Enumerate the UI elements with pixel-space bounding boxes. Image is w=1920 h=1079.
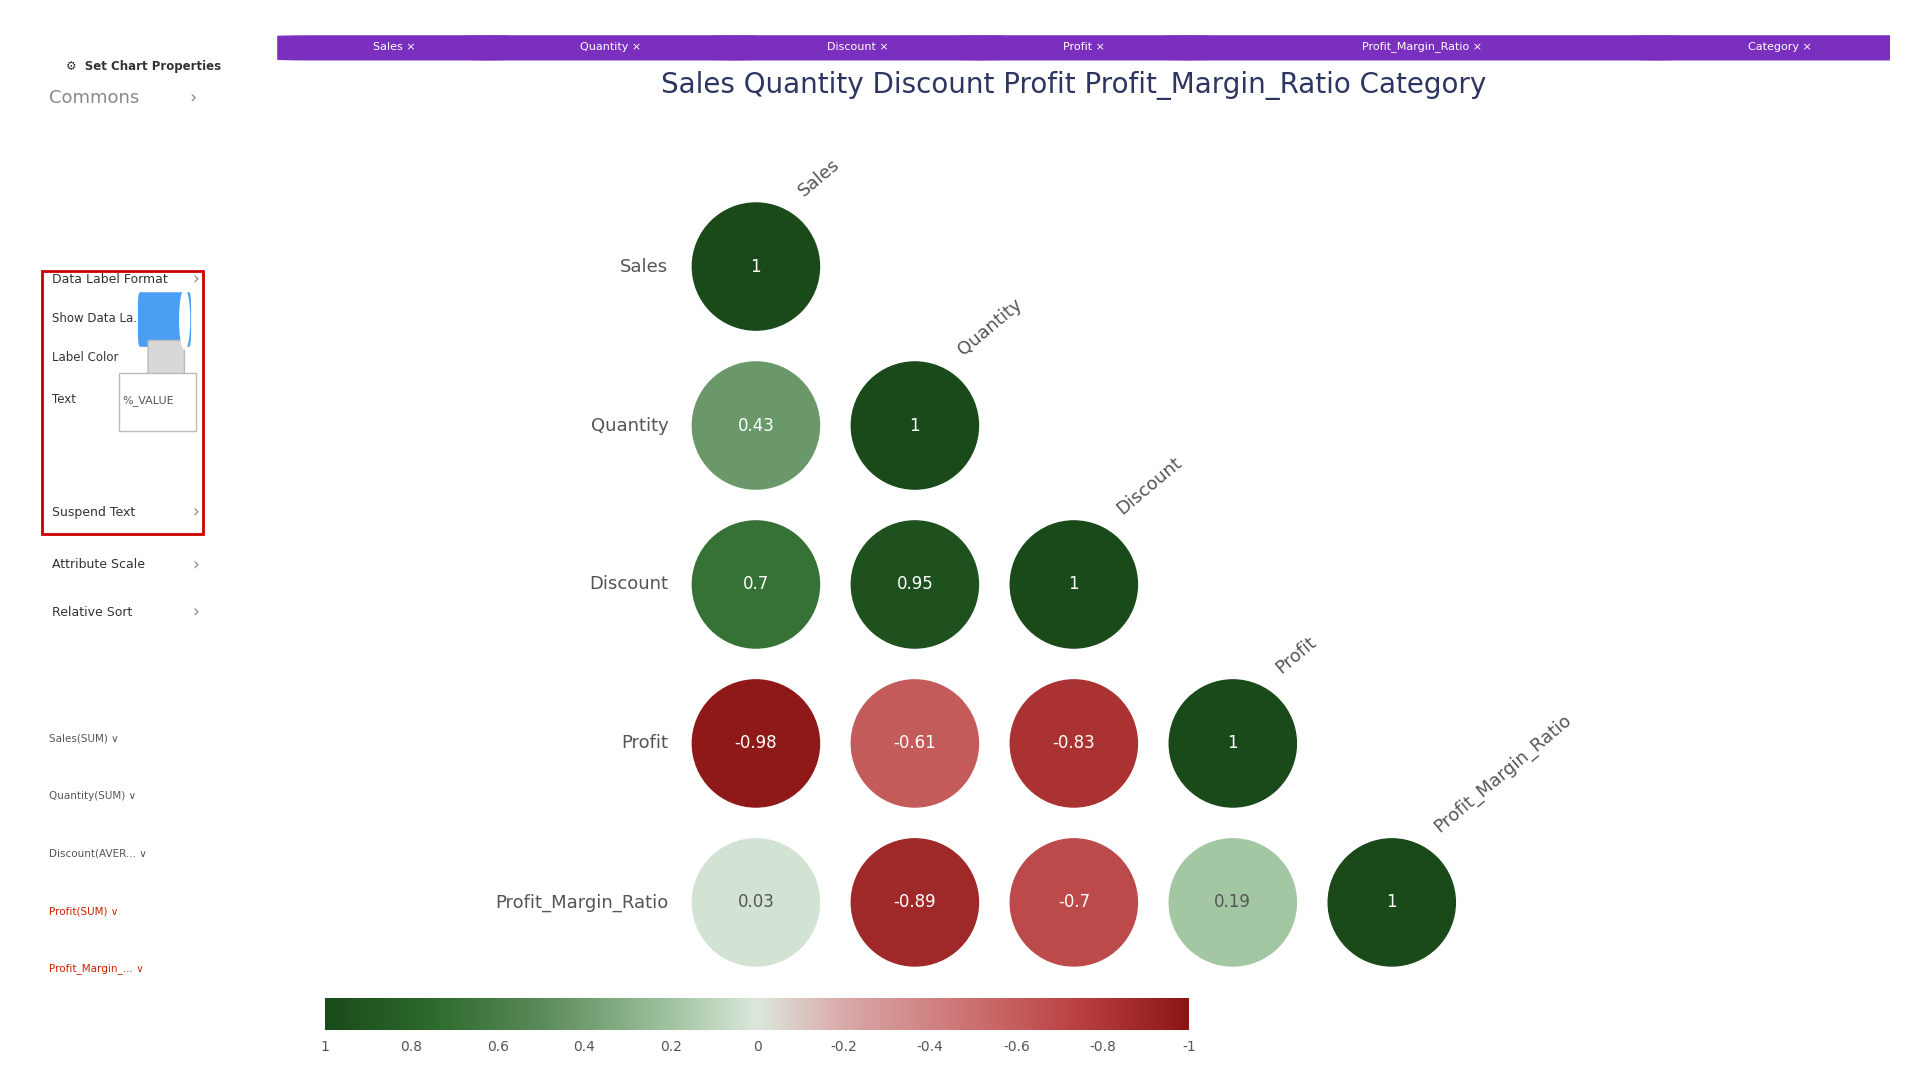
Text: -0.7: -0.7 xyxy=(1058,893,1091,912)
Circle shape xyxy=(851,680,979,807)
Text: Data Label Format: Data Label Format xyxy=(52,273,169,286)
FancyBboxPatch shape xyxy=(710,36,1004,60)
FancyBboxPatch shape xyxy=(276,36,511,60)
Circle shape xyxy=(180,290,190,349)
FancyBboxPatch shape xyxy=(463,36,758,60)
FancyBboxPatch shape xyxy=(148,341,184,377)
Text: %_VALUE: %_VALUE xyxy=(123,395,175,406)
Text: -0.98: -0.98 xyxy=(735,735,778,752)
FancyBboxPatch shape xyxy=(119,373,196,431)
Text: ›: › xyxy=(192,603,200,622)
Text: FOCUS: FOCUS xyxy=(35,6,109,24)
Text: Relative Sort: Relative Sort xyxy=(52,605,132,618)
Text: DataFocus ▾: DataFocus ▾ xyxy=(1830,8,1914,22)
Circle shape xyxy=(1169,680,1296,807)
Text: Suspend Text: Suspend Text xyxy=(52,506,136,519)
Text: 1: 1 xyxy=(1386,893,1398,912)
Text: ›: › xyxy=(192,271,200,289)
Text: 0.7: 0.7 xyxy=(743,575,770,593)
Text: 1: 1 xyxy=(1227,735,1238,752)
Text: Profit_Margin_Ratio ×: Profit_Margin_Ratio × xyxy=(1361,41,1482,52)
Text: ⚙  Set Chart Properties: ⚙ Set Chart Properties xyxy=(67,60,221,73)
Text: Discount ×: Discount × xyxy=(828,42,889,52)
FancyBboxPatch shape xyxy=(42,271,204,533)
Circle shape xyxy=(693,203,820,330)
Circle shape xyxy=(851,361,979,489)
Text: Discount: Discount xyxy=(589,575,668,593)
Circle shape xyxy=(1010,838,1137,966)
FancyBboxPatch shape xyxy=(958,36,1212,60)
Text: Quantity: Quantity xyxy=(591,416,668,435)
Text: 0.03: 0.03 xyxy=(737,893,774,912)
Circle shape xyxy=(693,838,820,966)
Text: -0.61: -0.61 xyxy=(893,735,937,752)
Text: Profit: Profit xyxy=(622,735,668,752)
Text: Quantity: Quantity xyxy=(954,295,1025,358)
Text: Category ×: Category × xyxy=(1747,42,1812,52)
Text: 0.95: 0.95 xyxy=(897,575,933,593)
Text: Sales ×: Sales × xyxy=(372,42,415,52)
FancyBboxPatch shape xyxy=(138,292,192,346)
Text: -0.83: -0.83 xyxy=(1052,735,1094,752)
Text: ›: › xyxy=(192,556,200,574)
Text: Commons: Commons xyxy=(50,90,140,107)
Text: Discount: Discount xyxy=(1114,453,1185,518)
Text: 1: 1 xyxy=(1069,575,1079,593)
Text: 0.19: 0.19 xyxy=(1213,893,1252,912)
Text: Profit_Margin_Ratio: Profit_Margin_Ratio xyxy=(495,893,668,912)
Text: Text: Text xyxy=(52,393,77,406)
Text: Help: Help xyxy=(1751,8,1782,22)
Text: Profit_Margin_Ratio: Profit_Margin_Ratio xyxy=(1430,710,1576,835)
Text: 0.43: 0.43 xyxy=(737,416,774,435)
FancyBboxPatch shape xyxy=(1632,36,1920,60)
Text: Sales: Sales xyxy=(620,258,668,275)
Text: ›: › xyxy=(188,90,196,107)
Text: ›: › xyxy=(192,504,200,521)
Text: Quantity(SUM) ∨: Quantity(SUM) ∨ xyxy=(50,791,136,801)
Text: Profit_Margin_... ∨: Profit_Margin_... ∨ xyxy=(50,964,144,974)
Text: Label Color: Label Color xyxy=(52,351,119,364)
Text: Profit(SUM) ∨: Profit(SUM) ∨ xyxy=(50,906,119,916)
Circle shape xyxy=(1010,680,1137,807)
Text: Sales Quantity Discount Profit Profit_Margin_Ratio Category: Sales Quantity Discount Profit Profit_Ma… xyxy=(660,70,1486,99)
Text: Show Data La...: Show Data La... xyxy=(52,312,146,325)
Text: -0.89: -0.89 xyxy=(893,893,937,912)
Text: Discount(AVER... ∨: Discount(AVER... ∨ xyxy=(50,848,146,859)
Text: Attribute Scale: Attribute Scale xyxy=(52,559,146,572)
Circle shape xyxy=(1010,521,1137,648)
Text: Sales(SUM) ∨: Sales(SUM) ∨ xyxy=(50,733,119,743)
Circle shape xyxy=(693,680,820,807)
Circle shape xyxy=(851,838,979,966)
FancyBboxPatch shape xyxy=(1164,36,1680,60)
Circle shape xyxy=(851,521,979,648)
Text: Profit: Profit xyxy=(1273,632,1319,677)
Circle shape xyxy=(1329,838,1455,966)
Circle shape xyxy=(693,361,820,489)
Circle shape xyxy=(693,521,820,648)
Text: 1: 1 xyxy=(751,258,760,275)
Text: 1: 1 xyxy=(910,416,920,435)
Text: Quantity ×: Quantity × xyxy=(580,42,641,52)
Text: Profit ×: Profit × xyxy=(1064,42,1106,52)
Circle shape xyxy=(1169,838,1296,966)
Text: Sales: Sales xyxy=(795,155,843,200)
